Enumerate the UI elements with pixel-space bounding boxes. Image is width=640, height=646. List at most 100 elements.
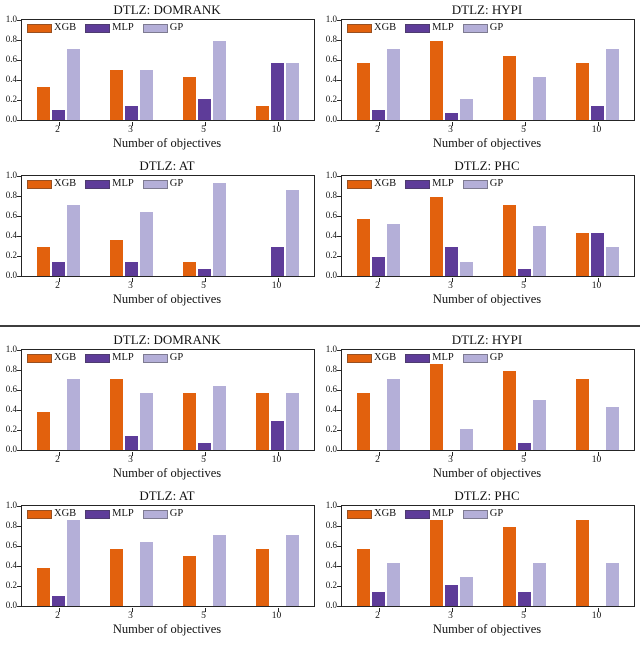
y-tick-label: 0.6 — [325, 384, 337, 394]
legend-item-gp: GP — [142, 22, 183, 33]
y-tick-mark — [17, 235, 21, 237]
x-tick-mark — [59, 608, 60, 612]
legend-item-xgb: XGB — [27, 352, 76, 363]
bar-group-5 — [488, 176, 561, 276]
x-tick-mark — [452, 608, 453, 612]
legend-swatch-icon — [462, 353, 488, 363]
x-tick-label: 2 — [55, 611, 60, 621]
bars-layer — [342, 20, 634, 120]
y-tick-label: 0.8 — [325, 520, 337, 530]
y-tick-mark — [337, 605, 341, 607]
bar-gp — [533, 563, 546, 606]
y-tick-label: 0.8 — [325, 190, 337, 200]
bar-xgb — [110, 70, 123, 120]
bar-group-10 — [561, 20, 634, 120]
y-tick-mark — [337, 275, 341, 277]
bar-group-2 — [22, 176, 95, 276]
x-tick-label: 10 — [271, 281, 282, 291]
legend-swatch-icon — [142, 509, 168, 519]
bar-mlp — [198, 99, 211, 120]
legend-item-gp: GP — [142, 352, 183, 363]
y-tick-mark — [17, 389, 21, 391]
bar-group-10 — [241, 176, 314, 276]
x-tick-label: 10 — [591, 125, 602, 135]
y-tick-label: 0.6 — [325, 540, 337, 550]
y-tick-label: 1.0 — [325, 170, 337, 180]
x-axis-label: Number of objectives — [112, 292, 222, 306]
legend-swatch-icon — [462, 23, 488, 33]
y-tick-label: 0.6 — [5, 540, 17, 550]
subplot-top-dtlz-domrank: DTLZ: DOMRANK XGB MLP GP 1.0 0.8 0.6 0.4 0.2 0.0 2… — [0, 2, 320, 158]
x-tick-mark — [59, 452, 60, 456]
bar-mlp — [271, 63, 284, 120]
x-tick-label: 10 — [271, 611, 282, 621]
legend-label: GP — [169, 508, 184, 519]
legend-swatch-icon — [27, 509, 52, 519]
bar-xgb — [256, 106, 269, 120]
bar-group-5 — [488, 350, 561, 450]
bar-gp — [460, 262, 473, 276]
legend-label: GP — [489, 22, 504, 33]
bar-xgb — [503, 527, 516, 606]
bar-mlp — [52, 110, 65, 120]
bar-gp — [140, 393, 153, 450]
legend-swatch-icon — [405, 179, 431, 189]
bar-group-2 — [22, 506, 95, 606]
bar-xgb — [183, 393, 196, 450]
y-tick-mark — [17, 585, 21, 587]
x-tick-label: 10 — [591, 455, 602, 465]
y-tick-mark — [17, 349, 21, 351]
bar-xgb — [430, 41, 443, 120]
x-tick-mark — [205, 278, 206, 282]
x-tick-label: 5 — [201, 455, 206, 465]
y-tick-label: 0.8 — [5, 190, 17, 200]
legend-swatch-icon — [85, 23, 111, 33]
y-tick-label: 0.6 — [5, 54, 17, 64]
plot-area: XGB MLP GP — [21, 19, 315, 121]
subplot-title: DTLZ: PHC — [454, 488, 520, 503]
bar-xgb — [256, 393, 269, 450]
subplot-title: DTLZ: DOMRANK — [113, 332, 221, 347]
x-tick-mark — [379, 122, 380, 126]
bar-group-3 — [415, 350, 488, 450]
y-tick-label: 0.0 — [325, 270, 337, 280]
x-tick-mark — [379, 452, 380, 456]
legend-label: GP — [489, 508, 504, 519]
y-tick-mark — [17, 605, 21, 607]
plot-area: XGB MLP GP — [341, 505, 635, 607]
bar-mlp — [125, 436, 138, 450]
legend: XGB MLP GP — [347, 508, 504, 519]
y-tick-mark — [337, 585, 341, 587]
bar-mlp — [591, 233, 604, 276]
bar-mlp — [198, 443, 211, 450]
x-tick-mark — [598, 278, 599, 282]
y-tick-mark — [337, 79, 341, 81]
x-tick-mark — [379, 278, 380, 282]
x-tick-mark — [59, 122, 60, 126]
y-tick-mark — [337, 525, 341, 527]
bar-gp — [140, 212, 153, 276]
legend-item-mlp: MLP — [85, 508, 134, 519]
legend-label: MLP — [112, 22, 134, 33]
legend-item-mlp: MLP — [405, 178, 454, 189]
legend-swatch-icon — [347, 179, 372, 189]
y-tick-mark — [17, 369, 21, 371]
figure-top-half: DTLZ: DOMRANK XGB MLP GP 1.0 0.8 0.6 0.4 0.2 0.0 2… — [0, 2, 640, 314]
y-tick-label: 0.2 — [5, 424, 17, 434]
x-tick-label: 2 — [55, 125, 60, 135]
legend-item-mlp: MLP — [405, 352, 454, 363]
y-tick-mark — [17, 255, 21, 257]
legend-label: MLP — [112, 178, 134, 189]
legend: XGB MLP GP — [27, 178, 183, 189]
y-tick-label: 0.2 — [325, 250, 337, 260]
bar-xgb — [110, 379, 123, 450]
bar-gp — [387, 379, 400, 450]
x-tick-label: 5 — [521, 281, 526, 291]
x-tick-label: 5 — [201, 611, 206, 621]
legend-label: XGB — [374, 352, 397, 363]
bar-group-2 — [22, 350, 95, 450]
x-tick-label: 3 — [128, 281, 133, 291]
y-tick-mark — [337, 349, 341, 351]
bars-layer — [342, 506, 634, 606]
legend: XGB MLP GP — [347, 178, 503, 189]
